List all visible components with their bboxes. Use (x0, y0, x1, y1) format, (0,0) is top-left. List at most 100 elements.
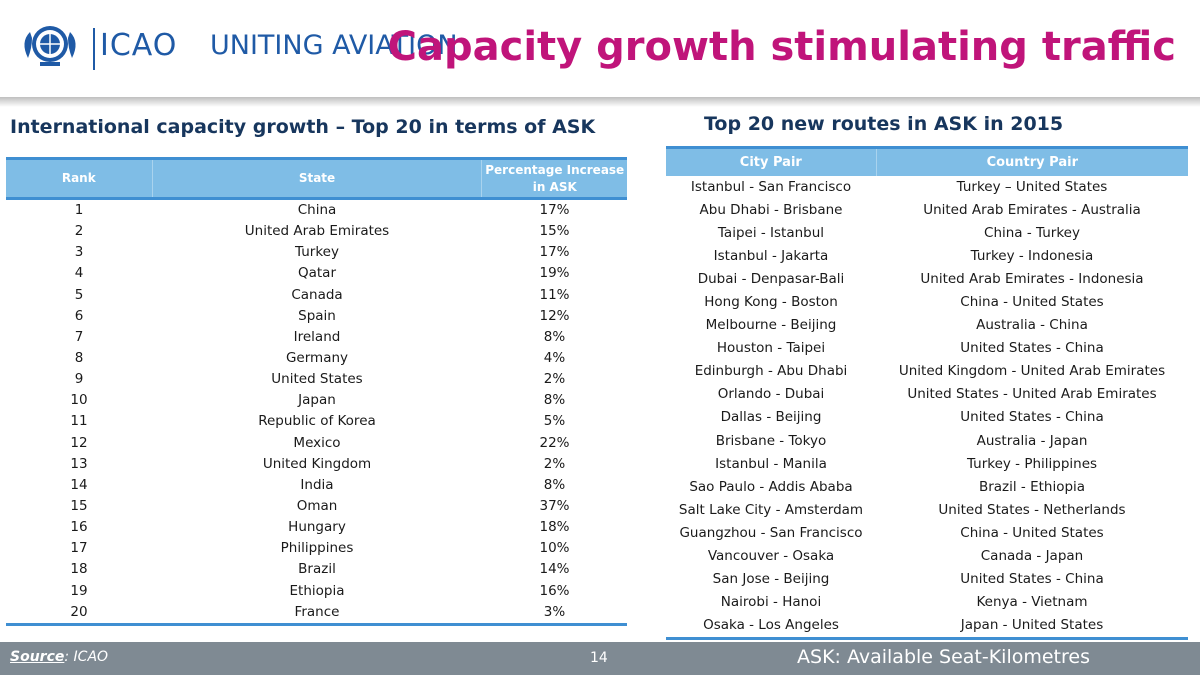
table-header-row: Rank State Percentage Increase in ASK (6, 157, 627, 200)
country-pair-cell: China - United States (960, 524, 1104, 541)
rank-cell: 15 (70, 497, 88, 514)
city-pair-cell: Houston - Taipei (716, 340, 826, 357)
column-header-state: State (151, 160, 482, 197)
percentage-cell: 17% (539, 244, 570, 261)
country-pair-cell: United States - China (960, 340, 1104, 357)
rank-cell: 5 (74, 286, 84, 303)
rank-cell: 9 (74, 371, 84, 388)
column-header-rank: Rank (61, 171, 96, 185)
source-value: : ICAO (64, 649, 109, 665)
table-row: Houston - Taipei United States - China (666, 337, 1188, 360)
table-row: Taipei - Istanbul China - Turkey (666, 222, 1188, 245)
table-row: Vancouver - Osaka Canada - Japan (666, 545, 1188, 568)
rank-cell: 1 (74, 202, 84, 218)
percentage-cell: 12% (539, 307, 570, 324)
state-cell: Spain (298, 307, 336, 324)
table-row: 6 Spain 12% (6, 306, 627, 327)
country-pair-cell: Brazil - Ethiopia (978, 478, 1086, 495)
table-row: 4 Qatar 19% (6, 263, 627, 284)
table-header-row: City Pair Country Pair (666, 146, 1188, 176)
left-section-heading: International capacity growth – Top 20 i… (10, 116, 596, 138)
source-note: Source: ICAO (10, 649, 108, 665)
table-row: 5 Canada 11% (6, 285, 627, 306)
country-pair-cell: Japan - United States (960, 616, 1104, 633)
icao-emblem-icon (24, 26, 76, 66)
city-pair-cell: Osaka - Los Angeles (703, 616, 839, 633)
rank-cell: 11 (70, 413, 88, 430)
state-cell: India (300, 476, 334, 493)
column-header-city-pair: City Pair (739, 155, 802, 170)
rank-cell: 8 (74, 349, 84, 366)
table-row: Dallas - Beijing United States - China (666, 406, 1188, 429)
percentage-cell: 15% (539, 223, 570, 240)
rank-cell: 2 (74, 223, 84, 240)
table-body: 1 China 17% 2 United Arab Emirates 15% 3 Turkey… (6, 200, 627, 626)
state-cell: United States (271, 371, 363, 388)
rank-cell: 14 (70, 476, 88, 493)
table-row: Abu Dhabi - Brisbane United Arab Emirates… (666, 199, 1188, 222)
city-pair-cell: Salt Lake City - Amsterdam (678, 501, 864, 518)
city-pair-cell: Dubai - Denpasar-Bali (697, 271, 845, 288)
rank-cell: 7 (74, 328, 84, 345)
state-cell: Japan (298, 392, 336, 409)
percentage-cell: 8% (543, 476, 566, 493)
city-pair-cell: Abu Dhabi - Brisbane (699, 202, 843, 219)
city-pair-cell: Brisbane - Tokyo (715, 432, 827, 449)
rank-cell: 3 (74, 244, 84, 261)
percentage-cell: 22% (539, 434, 570, 451)
rank-cell: 20 (70, 603, 88, 620)
state-cell: Germany (285, 349, 349, 366)
brand-name: ICAO (100, 28, 178, 63)
table-row: Brisbane - Tokyo Australia - Japan (666, 430, 1188, 453)
table-row: Hong Kong - Boston China - United States (666, 291, 1188, 314)
table-row: Dubai - Denpasar-Bali United Arab Emirate… (666, 268, 1188, 291)
state-cell: Qatar (297, 265, 336, 282)
table-row: 16 Hungary 18% (6, 517, 627, 538)
table-row: Sao Paulo - Addis Ababa Brazil - Ethiopia (666, 476, 1188, 499)
table-row: Orlando - Dubai United States - United Ar… (666, 383, 1188, 406)
table-row: Melbourne - Beijing Australia - China (666, 314, 1188, 337)
country-pair-cell: Kenya - Vietnam (976, 593, 1088, 610)
table-row: Edinburgh - Abu Dhabi United Kingdom - Un… (666, 360, 1188, 383)
table-row: 11 Republic of Korea 5% (6, 411, 627, 432)
state-cell: Philippines (280, 540, 354, 557)
country-pair-cell: United States - China (960, 409, 1104, 426)
table-row: Istanbul - Jakarta Turkey - Indonesia (666, 245, 1188, 268)
country-pair-cell: Australia - Japan (976, 432, 1088, 449)
country-pair-cell: Turkey - Indonesia (970, 248, 1094, 265)
percentage-cell: 19% (539, 265, 570, 282)
city-pair-cell: Melbourne - Beijing (705, 317, 837, 334)
table-row: 15 Oman 37% (6, 496, 627, 517)
slide-footer: Source: ICAO 14 ASK: Available Seat-Kilo… (0, 642, 1200, 675)
percentage-cell: 16% (539, 582, 570, 599)
city-pair-cell: Istanbul - San Francisco (690, 179, 852, 195)
table-body: Istanbul - San Francisco Turkey – United … (666, 176, 1188, 640)
percentage-cell: 17% (539, 202, 570, 218)
city-pair-cell: San Jose - Beijing (712, 570, 830, 587)
city-pair-cell: Istanbul - Jakarta (713, 248, 829, 265)
country-pair-cell: Australia - China (976, 317, 1088, 334)
country-pair-cell: United States - United Arab Emirates (907, 386, 1157, 403)
state-cell: China (297, 202, 337, 218)
table-row: Guangzhou - San Francisco China - United … (666, 522, 1188, 545)
country-pair-cell: China - United States (960, 294, 1104, 311)
table-row: 19 Ethiopia 16% (6, 581, 627, 602)
table-row: Osaka - Los Angeles Japan - United States (666, 614, 1188, 637)
percentage-cell: 37% (539, 497, 570, 514)
table-row: Nairobi - Hanoi Kenya - Vietnam (666, 591, 1188, 614)
ask-definition-note: ASK: Available Seat-Kilometres (797, 646, 1090, 668)
state-cell: Oman (296, 497, 338, 514)
state-cell: Ireland (293, 328, 341, 345)
percentage-cell: 2% (543, 455, 566, 472)
city-pair-cell: Taipei - Istanbul (717, 225, 825, 242)
rank-cell: 17 (70, 540, 88, 557)
state-cell: Turkey (295, 244, 339, 261)
table-row: 2 United Arab Emirates 15% (6, 221, 627, 242)
state-cell: United Kingdom (262, 455, 372, 472)
city-pair-cell: Vancouver - Osaka (707, 547, 835, 564)
percentage-cell: 14% (539, 561, 570, 578)
table-row: 13 United Kingdom 2% (6, 454, 627, 475)
country-pair-cell: United States - China (960, 570, 1104, 587)
city-pair-cell: Sao Paulo - Addis Ababa (689, 478, 853, 495)
new-routes-table: City Pair Country Pair Istanbul - San Fr… (666, 146, 1188, 640)
